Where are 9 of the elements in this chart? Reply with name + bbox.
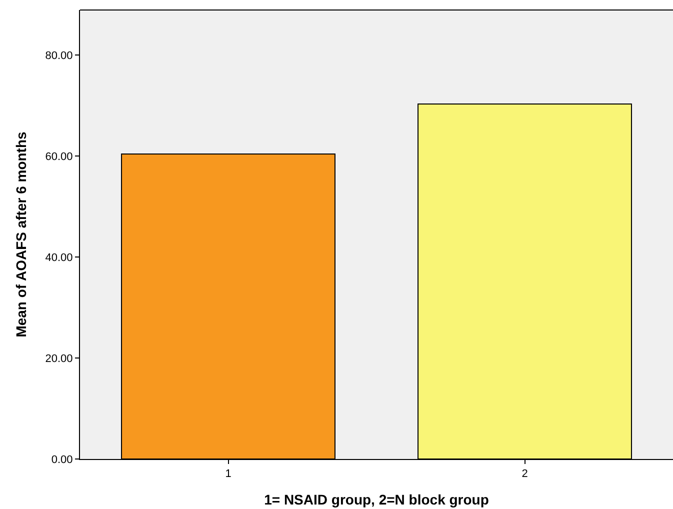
y-tick-label: 60.00 — [45, 150, 73, 163]
y-tick-label: 80.00 — [45, 50, 73, 62]
y-tick-label: 20.00 — [45, 352, 73, 365]
x-tick-label: 1 — [225, 468, 232, 480]
x-tick-label: 2 — [522, 468, 528, 480]
y-axis-title: Mean of AOAFS after 6 months — [12, 131, 29, 338]
y-tick-label: 40.00 — [45, 252, 73, 264]
y-tick-label: 0.00 — [51, 454, 73, 466]
x-axis-title: 1= NSAID group, 2=N block group — [264, 492, 489, 508]
